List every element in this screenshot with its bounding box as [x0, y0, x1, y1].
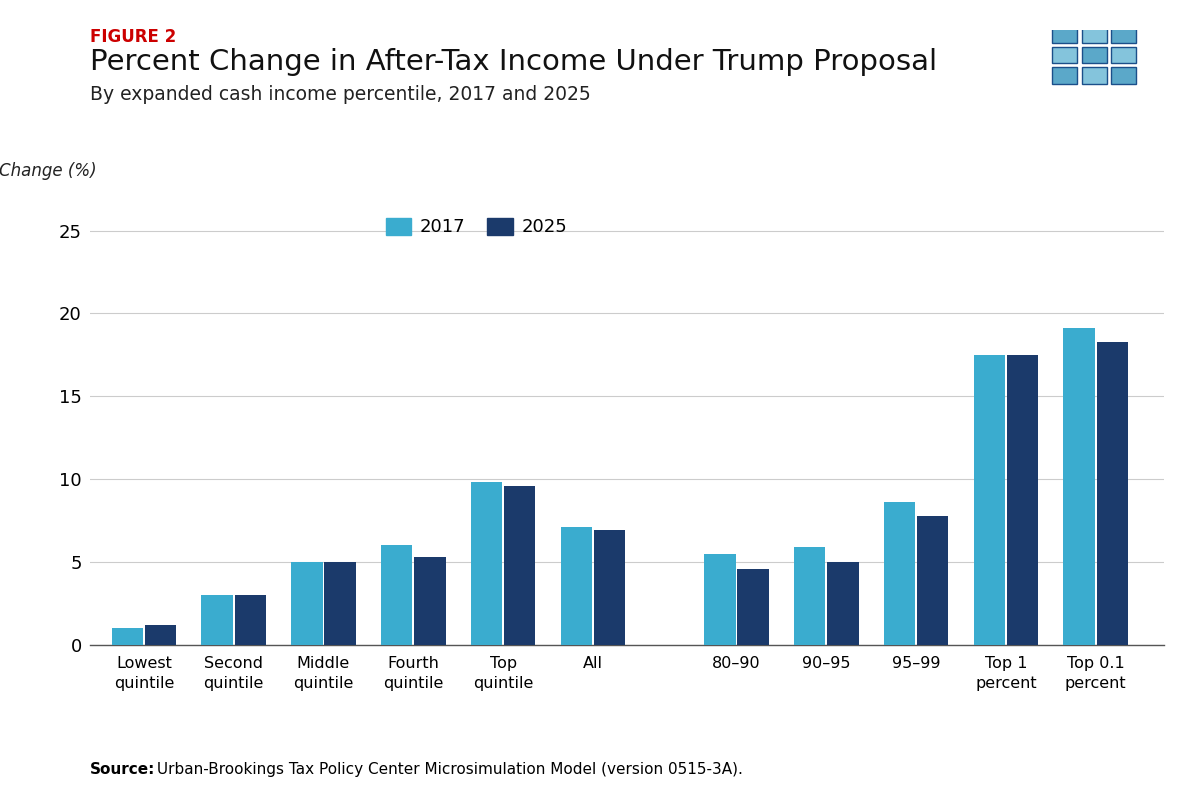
Bar	[112, 628, 143, 645]
Bar	[1081, 67, 1106, 84]
Bar	[794, 547, 826, 645]
Bar	[1111, 47, 1136, 63]
Bar	[884, 502, 916, 645]
Bar	[380, 546, 413, 645]
Bar	[917, 516, 948, 645]
Bar	[827, 562, 859, 645]
Text: Source:: Source:	[90, 762, 155, 777]
Bar	[324, 562, 356, 645]
Bar	[1097, 342, 1128, 645]
Bar	[470, 483, 502, 645]
Bar	[704, 554, 736, 645]
Bar	[292, 562, 323, 645]
Text: FIGURE 2: FIGURE 2	[90, 28, 176, 46]
Bar	[1007, 355, 1038, 645]
Bar	[1111, 26, 1136, 43]
Bar	[1081, 26, 1106, 43]
Bar	[1063, 328, 1094, 645]
Bar	[1081, 47, 1106, 63]
Text: TPC: TPC	[1073, 93, 1124, 118]
Bar	[1052, 47, 1076, 63]
Text: Percent Change in After-Tax Income Under Trump Proposal: Percent Change in After-Tax Income Under…	[90, 48, 937, 77]
Bar	[1052, 26, 1076, 43]
Bar	[1111, 67, 1136, 84]
Bar	[973, 355, 1006, 645]
Bar	[738, 568, 769, 645]
Text: Change (%): Change (%)	[0, 161, 96, 180]
Bar	[145, 625, 176, 645]
Legend: 2017, 2025: 2017, 2025	[386, 218, 568, 236]
Bar	[504, 486, 535, 645]
Text: Urban-Brookings Tax Policy Center Microsimulation Model (version 0515-3A).: Urban-Brookings Tax Policy Center Micros…	[152, 762, 743, 777]
Bar	[414, 557, 445, 645]
Bar	[560, 527, 592, 645]
Bar	[202, 595, 233, 645]
Bar	[1052, 67, 1076, 84]
Bar	[234, 595, 266, 645]
Text: By expanded cash income percentile, 2017 and 2025: By expanded cash income percentile, 2017…	[90, 85, 590, 104]
Bar	[594, 530, 625, 645]
